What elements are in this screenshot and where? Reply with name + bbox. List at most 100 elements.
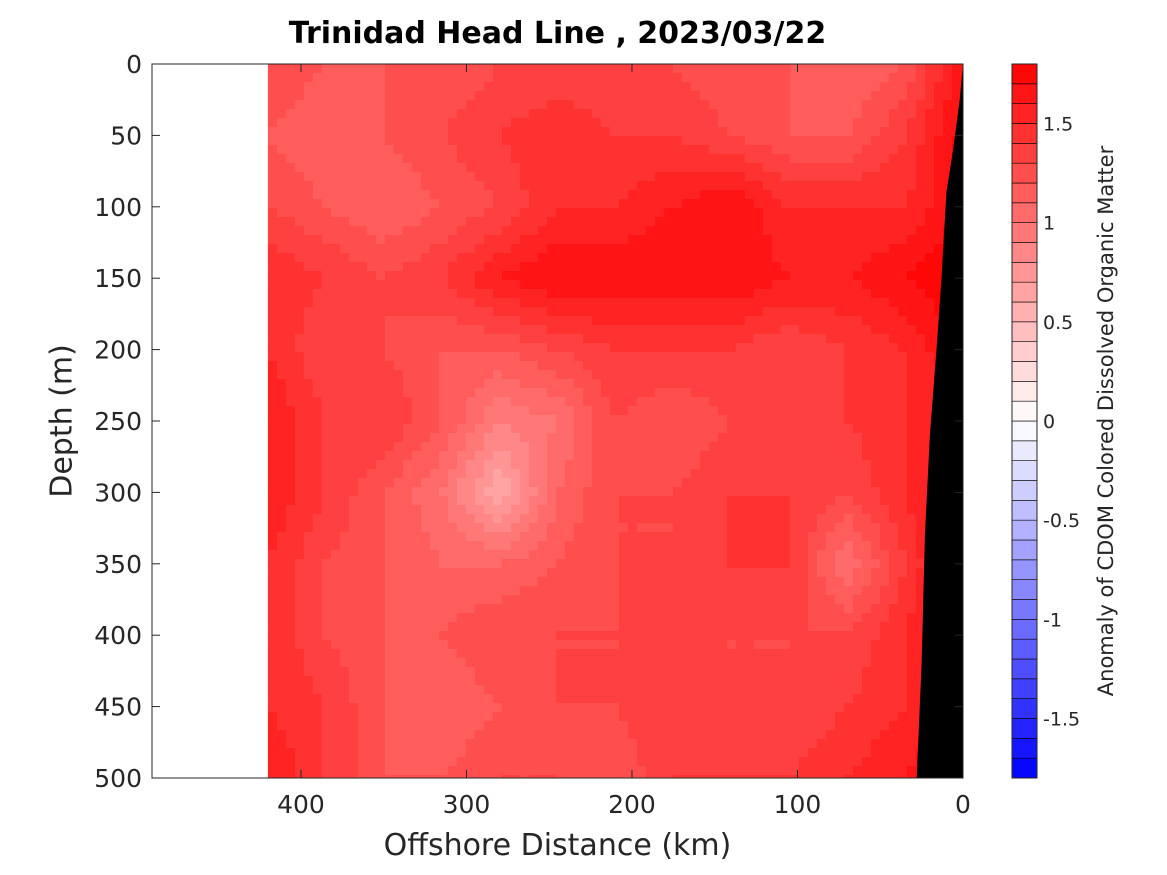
anomaly-cell [519,370,530,380]
anomaly-cell [321,460,332,470]
anomaly-cell [384,559,395,569]
anomaly-cell [627,496,638,506]
anomaly-cell [582,370,593,380]
anomaly-cell [537,235,548,245]
anomaly-cell [582,199,593,209]
anomaly-cell [519,208,530,218]
anomaly-cell [744,73,755,83]
anomaly-cell [582,478,593,488]
anomaly-cell [915,280,926,290]
anomaly-cell [852,343,863,353]
anomaly-cell [447,523,458,533]
anomaly-cell [555,478,566,488]
anomaly-cell [816,298,827,308]
anomaly-cell [888,496,899,506]
anomaly-cell [303,433,314,443]
anomaly-cell [528,235,539,245]
anomaly-cell [447,352,458,362]
anomaly-cell [645,487,656,497]
anomaly-cell [609,379,620,389]
anomaly-cell [771,226,782,236]
anomaly-cell [393,541,404,551]
anomaly-cell [375,181,386,191]
anomaly-cell [591,307,602,317]
anomaly-cell [843,190,854,200]
anomaly-cell [771,190,782,200]
anomaly-cell [699,100,710,110]
anomaly-cell [744,595,755,605]
anomaly-cell [627,136,638,146]
anomaly-cell [501,163,512,173]
anomaly-cell [852,325,863,335]
anomaly-cell [771,433,782,443]
anomaly-cell [555,487,566,497]
anomaly-cell [852,73,863,83]
anomaly-cell [375,127,386,137]
anomaly-cell [348,199,359,209]
anomaly-cell [789,154,800,164]
anomaly-cell [888,541,899,551]
anomaly-cell [915,541,926,551]
anomaly-cell [897,604,908,614]
anomaly-cell [348,550,359,560]
anomaly-cell [573,352,584,362]
anomaly-cell [834,199,845,209]
anomaly-cell [762,559,773,569]
anomaly-cell [897,496,908,506]
anomaly-cell [519,577,530,587]
anomaly-cell [510,199,521,209]
anomaly-cell [357,406,368,416]
anomaly-cell [798,496,809,506]
anomaly-cell [366,415,377,425]
anomaly-cell [483,307,494,317]
anomaly-cell [789,217,800,227]
anomaly-cell [348,370,359,380]
anomaly-cell [744,586,755,596]
anomaly-cell [510,127,521,137]
anomaly-cell [519,379,530,389]
anomaly-cell [447,100,458,110]
anomaly-cell [654,208,665,218]
anomaly-cell [708,181,719,191]
anomaly-cell [303,595,314,605]
anomaly-cell [321,244,332,254]
anomaly-cell [807,343,818,353]
anomaly-cell [798,199,809,209]
anomaly-cell [375,568,386,578]
anomaly-cell [636,289,647,299]
anomaly-cell [393,244,404,254]
anomaly-cell [276,631,287,641]
anomaly-cell [294,244,305,254]
anomaly-cell [411,280,422,290]
anomaly-cell [555,163,566,173]
anomaly-cell [411,199,422,209]
anomaly-cell [762,523,773,533]
anomaly-cell [465,388,476,398]
anomaly-cell [654,343,665,353]
anomaly-cell [402,217,413,227]
anomaly-cell [474,280,485,290]
anomaly-cell [780,622,791,632]
anomaly-cell [510,406,521,416]
anomaly-cell [285,523,296,533]
anomaly-cell [735,190,746,200]
anomaly-cell [483,271,494,281]
anomaly-cell [636,208,647,218]
anomaly-cell [510,118,521,128]
anomaly-cell [573,496,584,506]
anomaly-cell [303,514,314,524]
anomaly-cell [384,631,395,641]
anomaly-cell [546,595,557,605]
anomaly-cell [870,460,881,470]
anomaly-cell [600,118,611,128]
anomaly-cell [690,154,701,164]
anomaly-cell [690,289,701,299]
anomaly-cell [852,604,863,614]
anomaly-cell [447,91,458,101]
anomaly-cell [861,199,872,209]
anomaly-cell [600,631,611,641]
anomaly-cell [267,109,278,119]
anomaly-cell [816,451,827,461]
anomaly-cell [609,307,620,317]
anomaly-cell [735,253,746,263]
